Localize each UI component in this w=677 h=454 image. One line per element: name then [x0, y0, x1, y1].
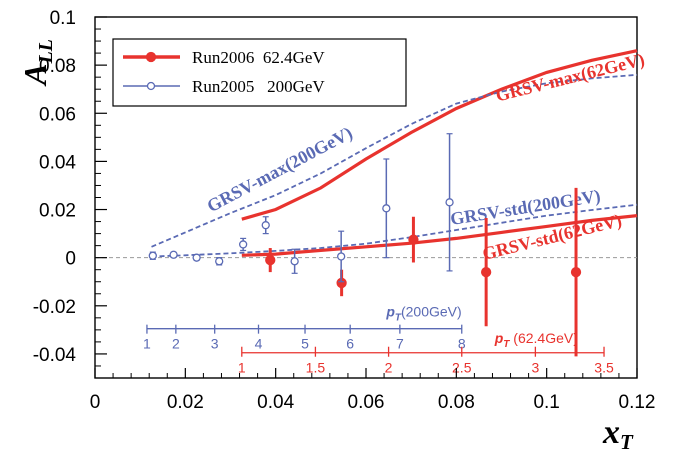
y-tick-label: 0.08 [39, 56, 76, 77]
x-tick-label: 0.04 [257, 392, 294, 413]
axes: 0 0.02 0.04 0.06 0.08 0.1 0.12-0.04-0.0200.020… [17, 8, 656, 454]
curve-grsv-max-62gev- [241, 49, 638, 221]
data-point-run2005 [238, 240, 248, 249]
theory-curves [151, 49, 638, 258]
y-tick-label: 0.1 [50, 8, 76, 29]
x-axis-title: xT [602, 414, 634, 449]
y-tick-label: 0.04 [39, 152, 76, 173]
y-tick-label: 0 [65, 249, 76, 270]
pt-scale-title: pT (62.4GeV) [494, 330, 578, 350]
data-point-run2005 [382, 204, 391, 213]
data-points [148, 133, 582, 357]
data-point-run2005 [290, 257, 299, 266]
curve-label: GRSV-max(62GeV) [494, 49, 647, 106]
pt-scale-tick-label: 5 [301, 336, 309, 352]
pt-scale-tick-label: 3 [531, 360, 539, 376]
data-point-run2005 [445, 198, 454, 207]
data-point-run2006 [408, 234, 419, 245]
data-point-run2005 [261, 221, 270, 230]
x-tick-label: 0.1 [533, 392, 559, 413]
x-tick-label: 0.02 [167, 392, 204, 413]
x-tick-label: 0.06 [348, 392, 385, 413]
data-point-run2005 [337, 252, 346, 261]
pt-scale-tick-label: 3.5 [594, 360, 614, 376]
x-tick-label: 0 [90, 392, 101, 413]
legend-box [112, 38, 407, 107]
y-tick-label: -0.02 [33, 297, 76, 318]
pt-scale-tick-label: 1.5 [306, 360, 326, 376]
data-point-run2005 [169, 250, 178, 259]
curve-grsv-std-62gev- [241, 214, 638, 257]
data-point-run2005 [148, 251, 157, 260]
pt-scale-tick-label: 1 [238, 360, 246, 376]
y-tick-label: 0.02 [39, 201, 76, 222]
data-point-run2005 [215, 257, 224, 266]
pt-scale-title: pT(200GeV) [385, 304, 461, 324]
data-point-run2006 [265, 254, 276, 266]
pt-scale-tick-label: 7 [396, 336, 404, 352]
legend-entries: Run2006 62.4GeV Run2005 200GeV [123, 48, 325, 96]
data-point-run2006 [480, 266, 492, 278]
y-tick-label: -0.04 [33, 345, 77, 366]
legend: Run2006 62.4GeV Run2005 200GeV [112, 38, 407, 107]
x-tick-label: 0.08 [438, 392, 475, 413]
legend-marker [145, 51, 157, 63]
data-point-run2005 [192, 253, 201, 262]
y-tick-label: 0.06 [39, 104, 76, 125]
x-tick-label: 0.12 [619, 392, 656, 413]
legend-marker [146, 81, 156, 91]
pt-scale-tick-label: 3 [211, 336, 219, 352]
pt-scale-tick-label: 6 [346, 336, 354, 352]
legend-label: Run2006 62.4GeV [192, 48, 325, 67]
pt-scale-tick-label: 2.5 [452, 360, 472, 376]
pt-scale-tick-label: 2 [385, 360, 393, 376]
legend-label: Run2005 200GeV [192, 77, 325, 96]
pt-scales: 1 2 3 4 5 6 7 8 pT(200GeV) 1 1.5 2 2.5 3 3.5 pT (62.4Ge… [143, 304, 614, 376]
pt-scale-tick-label: 4 [255, 336, 263, 352]
pt-scale-tick-label: 8 [458, 336, 466, 352]
pt-scale-tick-label: 1 [143, 336, 151, 352]
y-axis-title: ALL [17, 39, 57, 87]
curve-label: GRSV-max(200GeV) [204, 123, 357, 217]
pt-scale-tick-label: 2 [172, 336, 180, 352]
data-point-run2006 [570, 266, 582, 278]
